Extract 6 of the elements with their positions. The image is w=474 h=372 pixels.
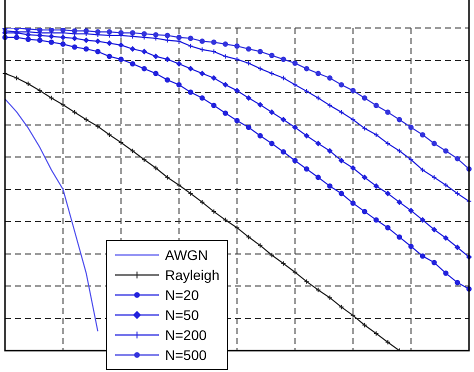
legend-label: N=20 <box>165 286 199 305</box>
legend-label: N=200 <box>165 326 207 345</box>
legend-label: AWGN <box>165 246 208 265</box>
legend-label: Rayleigh <box>165 266 220 285</box>
legend-label: N=50 <box>165 306 199 325</box>
legend-label: N=500 <box>165 346 207 365</box>
